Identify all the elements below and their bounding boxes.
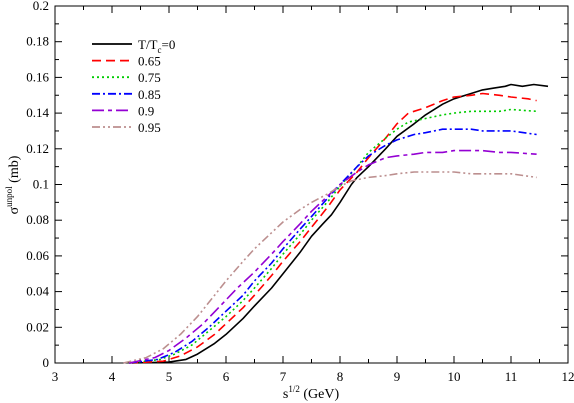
series-line-0-95 xyxy=(123,171,537,364)
y-axis-label-rest: (mb) xyxy=(7,155,22,186)
y-axis-label-base: σ xyxy=(7,206,22,214)
y-axis-label: σunpol (mb) xyxy=(4,155,22,214)
x-tick-label: 10 xyxy=(448,369,461,384)
x-tick-label: 8 xyxy=(337,369,344,384)
x-axis-label-sup: 1/2 xyxy=(288,384,300,394)
tick-marks xyxy=(54,5,569,364)
y-tick-label: 0.16 xyxy=(26,69,49,84)
y-tick-label: 0.04 xyxy=(26,284,49,299)
x-tick-label: 12 xyxy=(562,369,574,384)
y-tick-label: 0.02 xyxy=(26,319,49,334)
legend-label: 0.75 xyxy=(138,70,161,85)
y-tick-label: 0.06 xyxy=(26,248,49,263)
y-tick-label: 0.12 xyxy=(26,141,49,156)
legend-label-prefix: T/T xyxy=(138,37,158,52)
x-tick-label: 7 xyxy=(280,369,287,384)
legend-label: 0.95 xyxy=(138,120,161,135)
legend: T/Tc=00.650.75 0.850.9 0.95 xyxy=(92,37,175,135)
x-tick-label: 6 xyxy=(223,369,230,384)
y-tick-label: 0.18 xyxy=(26,34,49,49)
x-tick-label: 9 xyxy=(394,369,401,384)
series-line-0-9 xyxy=(128,149,537,364)
plot-area xyxy=(54,5,569,364)
legend-label-suffix: =0 xyxy=(162,37,176,52)
x-tick-label: 5 xyxy=(166,369,173,384)
x-axis-label-base: s xyxy=(283,387,288,402)
series-lines xyxy=(123,83,549,364)
legend-label: 0.9 xyxy=(138,103,154,118)
x-tick-label: 11 xyxy=(505,369,518,384)
series-line-0-65 xyxy=(129,92,537,364)
legend-label: T/Tc=0 xyxy=(138,37,175,55)
x-axis-label: s1/2 (GeV) xyxy=(283,384,340,402)
y-tick-label: 0.14 xyxy=(26,105,49,120)
y-tick-label: 0 xyxy=(43,355,50,370)
x-tick-label: 4 xyxy=(109,369,116,384)
x-axis-label-rest: (GeV) xyxy=(300,387,340,402)
y-tick-label: 0.08 xyxy=(26,212,49,227)
y-tick-label: 0.2 xyxy=(33,0,49,13)
x-tick-label: 3 xyxy=(52,369,59,384)
series-line-0-75 xyxy=(129,108,537,364)
legend-label-sub: c xyxy=(158,45,162,55)
x-tick-labels: 3 4 5 6 7 8 9 10 11 12 xyxy=(52,369,574,384)
y-tick-labels: 0 0.02 0.04 0.06 0.08 0.1 0.12 0.14 0.16 0.18 0.2 xyxy=(26,0,49,370)
legend-label: 0.65 xyxy=(138,54,161,69)
y-axis-label-sup: unpol xyxy=(4,186,14,207)
y-tick-label: 0.1 xyxy=(33,177,49,192)
legend-label: 0.85 xyxy=(138,87,161,102)
